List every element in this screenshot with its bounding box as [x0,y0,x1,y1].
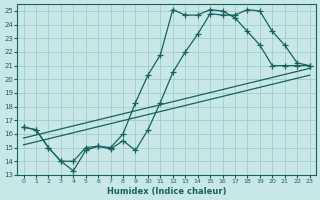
X-axis label: Humidex (Indice chaleur): Humidex (Indice chaleur) [107,187,226,196]
